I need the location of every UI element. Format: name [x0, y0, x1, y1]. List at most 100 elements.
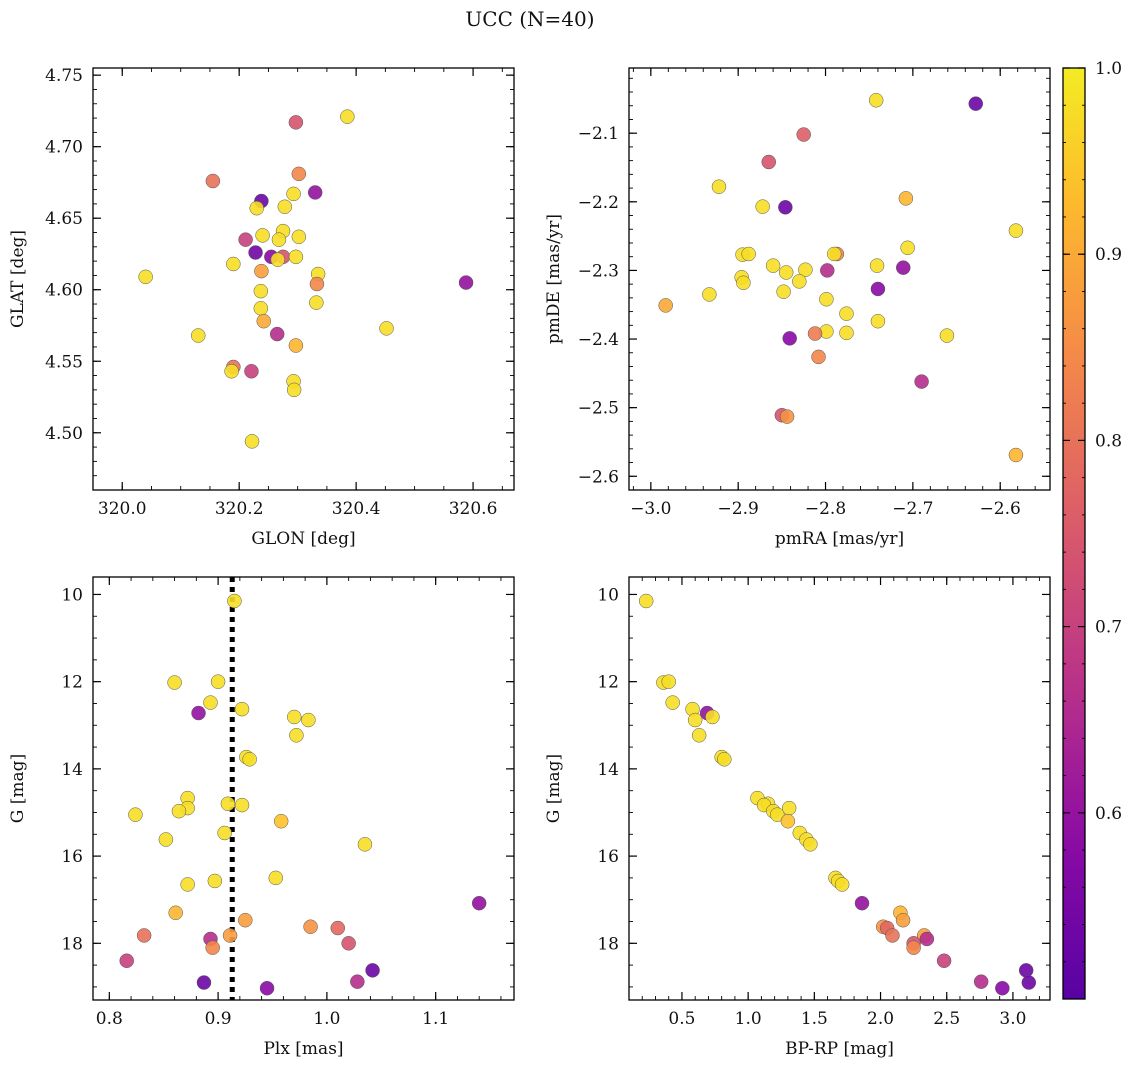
x-tick-label: −3.0: [630, 499, 671, 519]
colorbar-gradient: [1063, 68, 1085, 999]
scatter-point: [870, 281, 886, 297]
scatter-point: [238, 232, 253, 247]
scatter-point: [234, 797, 250, 813]
scatter-point: [288, 249, 304, 265]
scatter-point: [271, 232, 287, 247]
scatter-point: [210, 674, 226, 689]
scatter-point: [1008, 447, 1024, 463]
scatter-point: [191, 705, 206, 721]
colorbar-tick-label: 0.9: [1095, 245, 1122, 265]
scatter-point: [939, 328, 955, 343]
scatter-point: [839, 325, 854, 341]
scatter-point: [896, 260, 911, 275]
scatter-point: [870, 313, 886, 329]
scatter-point: [191, 328, 206, 343]
scatter-point: [357, 837, 373, 852]
scatter-point: [289, 728, 304, 743]
scatter-point: [755, 199, 770, 214]
scatter-point: [658, 298, 673, 313]
y-axis-label: G [mag]: [8, 754, 28, 823]
x-tick-label: 0.5: [668, 1009, 695, 1029]
scatter-point: [1021, 975, 1037, 990]
scatter-point: [687, 712, 703, 728]
scatter-point: [820, 263, 835, 278]
scatter-point: [330, 920, 346, 936]
y-tick-label: 18: [597, 934, 619, 954]
scatter-point: [254, 263, 269, 279]
colorbar: 0.6 0.7 0.8 0.9 1.0: [1062, 59, 1122, 1000]
scatter-point: [277, 199, 293, 215]
scatter-point: [259, 980, 275, 996]
scatter-point: [273, 813, 289, 829]
y-tick-label: −2.1: [578, 124, 619, 144]
y-tick-label: 14: [61, 760, 83, 780]
scatter-point: [167, 675, 182, 690]
scatter-point: [638, 593, 654, 609]
scatter-point: [196, 975, 212, 990]
scatter-point: [203, 695, 218, 710]
scatter-point: [834, 877, 850, 892]
y-tick-label: 4.65: [45, 209, 83, 229]
x-tick-label: 0.9: [205, 1009, 232, 1029]
scatter-point: [303, 919, 318, 934]
scatter-point: [301, 712, 316, 728]
scatter-point: [205, 173, 221, 189]
figure-title: UCC (N=40): [465, 7, 594, 31]
scatter-point: [249, 200, 264, 216]
y-tick-label: −2.6: [578, 467, 619, 487]
scatter-point: [819, 291, 834, 307]
y-tick-label: 12: [597, 673, 619, 693]
scatter-point: [238, 912, 253, 928]
scatter-point: [765, 258, 781, 273]
scatter-point: [255, 228, 270, 243]
scatter-point: [717, 752, 732, 767]
scatter-point: [158, 832, 174, 847]
colorbar-frame: [1062, 67, 1086, 1000]
y-tick-label: −2.4: [578, 330, 619, 350]
x-tick-label: −2.7: [892, 499, 933, 519]
y-tick-label: 4.55: [45, 352, 83, 372]
colorbar-tick-label: 0.6: [1095, 804, 1122, 824]
y-tick-label: −2.2: [578, 193, 619, 213]
scatter-point: [286, 382, 302, 398]
scatter-point: [365, 963, 380, 978]
y-tick-label: 4.60: [45, 281, 83, 301]
scatter-point: [914, 374, 929, 389]
scatter-point: [207, 873, 223, 889]
scatter-point: [780, 813, 796, 829]
scatter-point: [665, 695, 680, 710]
scatter-point: [168, 905, 183, 921]
y-axis-label: GLAT [deg]: [8, 230, 28, 328]
scatter-points: [658, 93, 1024, 463]
y-tick-label: 10: [61, 585, 83, 605]
scatter-point: [244, 434, 260, 449]
scatter-point: [779, 409, 795, 424]
scatter-point: [288, 338, 304, 353]
y-tick-label: 4.70: [45, 138, 83, 158]
scatter-point: [798, 262, 813, 277]
scatter-point: [898, 191, 914, 206]
scatter-point: [136, 928, 152, 943]
axes-frame: [628, 67, 1051, 491]
colorbar-tick-label: 0.7: [1095, 618, 1122, 638]
scatter-point: [854, 895, 870, 911]
colorbar-tick-label: 1.0: [1095, 59, 1122, 79]
scatter-point: [778, 200, 793, 215]
panel-3: 0.8 0.9 1.0 1.1 10 12 14 16 18 Plx [mas] G [mag]: [8, 576, 515, 1059]
x-tick-label: −2.9: [718, 499, 759, 519]
y-tick-label: 16: [597, 847, 619, 867]
scatter-point: [379, 321, 394, 336]
y-tick-label: 14: [597, 760, 619, 780]
scatter-point: [128, 807, 143, 822]
scatter-point: [268, 870, 284, 886]
scatter-point: [171, 803, 187, 819]
scatter-point: [782, 331, 797, 346]
panel-1: 320.0 320.2 320.4 320.6 4.50 4.55 4.60 4.65 4.70…: [8, 66, 515, 549]
scatter-point: [350, 974, 365, 989]
scatter-point: [973, 974, 989, 989]
scatter-point: [868, 93, 884, 108]
y-tick-label: 18: [61, 934, 83, 954]
x-tick-label: 1.0: [313, 1009, 340, 1029]
scatter-point: [807, 326, 823, 341]
scatter-points: [119, 577, 487, 1000]
